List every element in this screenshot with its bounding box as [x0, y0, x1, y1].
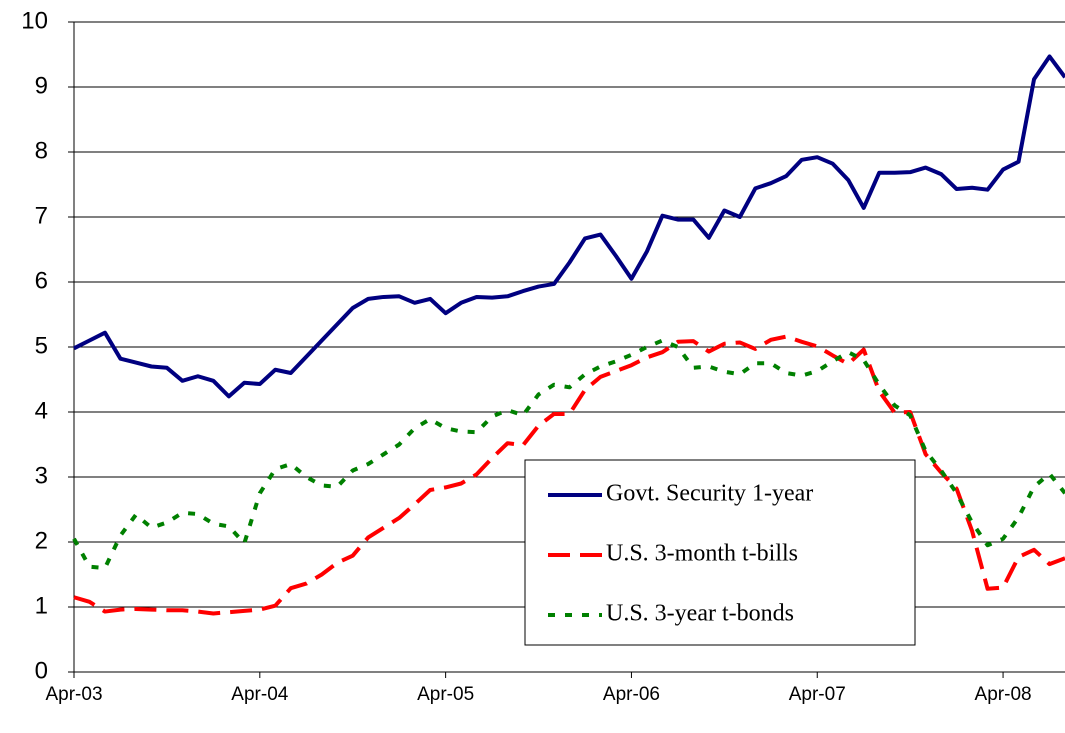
y-tick-label: 7	[35, 202, 48, 229]
y-tick-label: 3	[35, 462, 48, 489]
x-tick-label: Apr-04	[231, 684, 288, 705]
x-tick-label: Apr-03	[45, 684, 102, 705]
y-tick-label: 1	[35, 592, 48, 619]
y-tick-label: 4	[35, 397, 48, 424]
y-tick-label: 5	[35, 332, 48, 359]
series-line	[73, 334, 1065, 616]
y-tick-label: 8	[35, 137, 48, 164]
legend-label: U.S. 3-year t-bonds	[606, 601, 794, 627]
y-tick-label: 0	[35, 657, 48, 684]
legend-box	[524, 459, 916, 646]
y-tick-label: 6	[35, 267, 48, 294]
y-tick-label: 9	[35, 72, 48, 99]
legend-label: Govt. Security 1-year	[606, 481, 813, 507]
x-tick-label: Apr-07	[789, 684, 846, 705]
series-line	[72, 338, 1065, 570]
y-tick-label: 10	[21, 7, 48, 34]
x-tick-label: Apr-06	[603, 684, 660, 705]
series-line	[73, 54, 1065, 399]
y-tick-label: 2	[35, 527, 48, 554]
x-tick-label: Apr-08	[975, 684, 1032, 705]
legend-label: U.S. 3-month t-bills	[606, 541, 798, 567]
x-tick-label: Apr-05	[417, 684, 474, 705]
